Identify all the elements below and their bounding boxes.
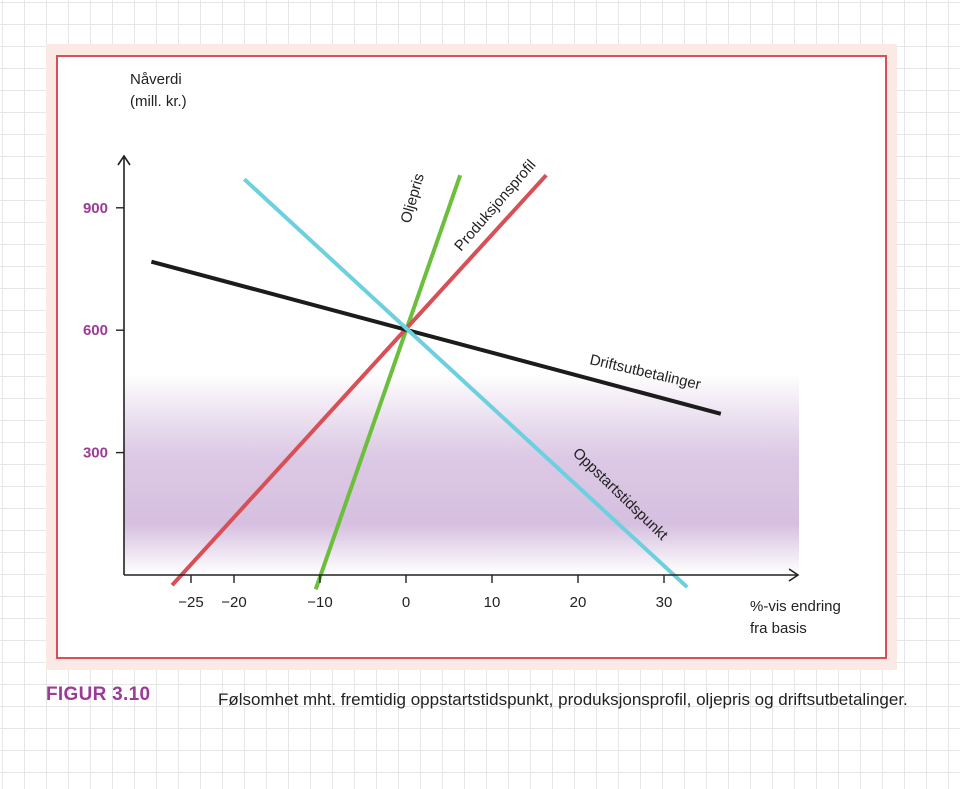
plot-shading [124, 374, 799, 574]
x-tick-label: 10 [484, 594, 501, 611]
x-tick-label: 30 [656, 594, 673, 611]
y-tick-label: 900 [83, 200, 108, 217]
y-axis-title: Nåverdi [130, 71, 182, 88]
x-axis-arrow [788, 568, 800, 582]
series-line-produksjonsprofil [170, 173, 548, 587]
caption-text: Følsomhet mht. fremtidig oppstartstidspu… [218, 690, 908, 709]
x-axis-title: fra basis [750, 620, 807, 637]
y-axis-arrow [117, 154, 131, 166]
x-tick-label: 0 [402, 594, 410, 611]
x-axis-title: %-vis endring [750, 598, 841, 615]
figure-caption: FIGUR 3.10 Følsomhet mht. fremtidig opps… [46, 684, 908, 764]
series-line-oppstartstidspunkt [242, 177, 689, 589]
line-chart: −25 −20 −10 0 10 20 30 300 600 900 Nåverdi (mill. k… [56, 55, 887, 659]
chart-panel: −25 −20 −10 0 10 20 30 300 600 900 Nåverdi (mill. k… [46, 44, 897, 670]
y-tick-label: 600 [83, 322, 108, 339]
x-tick-label: 20 [570, 594, 587, 611]
y-axis-title: (mill. kr.) [130, 93, 187, 110]
figure-number: FIGUR 3.10 [46, 684, 151, 705]
x-tick-label: −25 [178, 594, 203, 611]
x-tick-label: −10 [307, 594, 332, 611]
y-tick-label: 300 [83, 445, 108, 462]
series-line-oljepris [313, 174, 463, 590]
series-line-driftsutbetalinger [150, 259, 722, 416]
x-tick-label: −20 [221, 594, 246, 611]
